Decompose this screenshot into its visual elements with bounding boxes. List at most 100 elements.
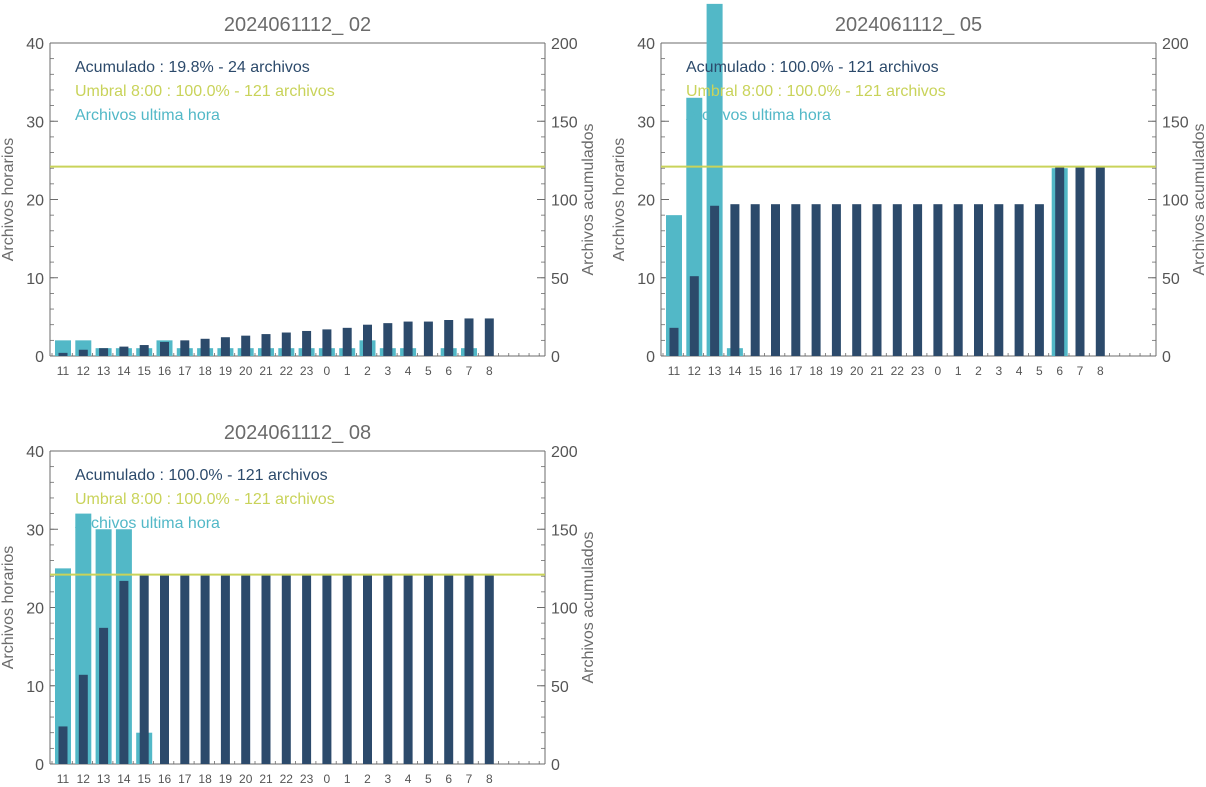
x-tick-label: 20: [850, 364, 864, 378]
chart-svg: 2024061112_ 05010203040050100150200Archi…: [611, 3, 1206, 378]
x-tick-label: 4: [405, 364, 412, 378]
x-tick-label: 18: [809, 364, 823, 378]
legend-threshold: Umbral 8:00 : 100.0% - 121 archivos: [75, 83, 335, 100]
bar-cumulative: [791, 204, 801, 356]
y-right-tick-label: 200: [551, 444, 578, 461]
x-tick-label: 15: [138, 364, 152, 378]
x-tick-label: 6: [1056, 364, 1063, 378]
y-right-tick-label: 150: [551, 114, 578, 131]
y-axis-left-label: Archivos horarios: [611, 138, 628, 262]
y-right-tick-label: 150: [551, 522, 578, 539]
y-right-tick-label: 50: [1162, 271, 1180, 288]
bar-cumulative: [180, 574, 190, 764]
x-tick-label: 23: [300, 364, 314, 378]
y-left-tick-label: 20: [26, 193, 44, 210]
x-tick-label: 8: [486, 772, 493, 786]
chart-panel-02: 2024061112_ 02 0 10 20 30 40 0 50 100 150 200 Archi…: [0, 0, 600, 395]
bar-hourly: [55, 568, 71, 764]
bar-cumulative: [403, 574, 413, 764]
x-tick-label: 6: [445, 364, 452, 378]
bar-cumulative: [1034, 204, 1044, 356]
x-tick-label: 1: [955, 364, 962, 378]
bar-cumulative: [302, 574, 312, 764]
y-left-tick-label: 30: [26, 114, 44, 131]
x-tick-label: 21: [259, 772, 273, 786]
bar-cumulative: [363, 574, 372, 764]
bar-cumulative: [730, 204, 740, 356]
bar-cumulative: [1055, 166, 1065, 356]
x-tick-label: 17: [178, 772, 192, 786]
x-tick-label: 23: [300, 772, 314, 786]
x-tick-label: 7: [1077, 364, 1084, 378]
chart-panel-05: 2024061112_ 05 0 10 20 30 40 0 50 100 150 200 Archi…: [611, 0, 1206, 395]
y-right-tick-label: 50: [551, 271, 569, 288]
x-tick-label: 2: [975, 364, 982, 378]
y-left-tick-label: 40: [26, 444, 44, 461]
x-tick-label: 23: [911, 364, 925, 378]
bar-cumulative: [342, 327, 352, 356]
bar-cumulative: [58, 352, 68, 356]
x-tick-label: 5: [1036, 364, 1043, 378]
bar-cumulative: [933, 204, 943, 356]
bar-cumulative: [484, 574, 494, 764]
bar-cumulative: [281, 332, 291, 356]
bar-cumulative: [484, 318, 494, 356]
x-tick-label: 7: [466, 772, 473, 786]
bar-cumulative: [99, 627, 109, 764]
x-tick-label: 8: [486, 364, 493, 378]
bar-cumulative: [913, 204, 923, 356]
chart-svg: 2024061112_ 08010203040050100150200Archi…: [0, 422, 597, 786]
y-right-tick-label: 200: [1162, 36, 1189, 53]
x-tick-label: 17: [178, 364, 192, 378]
x-tick-label: 0: [324, 364, 331, 378]
x-tick-label: 11: [57, 364, 70, 378]
x-tick-label: 18: [198, 364, 212, 378]
x-tick-label: 14: [117, 772, 131, 786]
x-tick-label: 13: [708, 364, 722, 378]
bar-cumulative: [872, 204, 882, 356]
x-tick-label: 0: [324, 772, 331, 786]
bar-cumulative: [1014, 204, 1024, 356]
x-tick-label: 3: [384, 772, 391, 786]
bar-cumulative: [99, 348, 109, 356]
legend-hourly: Archivos ultima hora: [686, 107, 831, 124]
bar-cumulative: [241, 335, 251, 356]
y-left-tick-label: 0: [646, 349, 655, 366]
y-right-tick-label: 100: [551, 193, 578, 210]
x-tick-label: 0: [935, 364, 942, 378]
x-tick-label: 14: [117, 364, 131, 378]
y-left-tick-label: 10: [26, 271, 44, 288]
x-tick-label: 1: [344, 364, 351, 378]
bar-cumulative: [464, 574, 474, 764]
y-right-tick-label: 150: [1162, 114, 1189, 131]
y-axis-left-label: Archivos horarios: [0, 138, 17, 262]
y-axis-right-label: Archivos acumulados: [580, 123, 597, 275]
y-axis-left-label: Archivos horarios: [0, 546, 17, 670]
x-tick-label: 19: [219, 364, 233, 378]
bar-cumulative: [302, 330, 312, 356]
bar-cumulative: [78, 349, 88, 356]
bar-cumulative: [1095, 166, 1105, 356]
bar-cumulative: [403, 321, 413, 356]
x-tick-label: 4: [405, 772, 412, 786]
bar-cumulative: [220, 337, 230, 356]
x-tick-label: 3: [384, 364, 391, 378]
bar-cumulative: [139, 574, 149, 764]
x-tick-label: 20: [239, 364, 253, 378]
bar-cumulative: [1075, 166, 1085, 356]
bar-cumulative: [423, 574, 433, 764]
bar-hourly: [55, 340, 71, 356]
legend-hourly: Archivos ultima hora: [75, 515, 220, 532]
bar-cumulative: [669, 327, 679, 356]
x-tick-label: 1: [344, 772, 351, 786]
x-tick-label: 7: [466, 364, 473, 378]
y-right-tick-label: 0: [551, 349, 560, 366]
x-tick-label: 16: [158, 364, 172, 378]
bar-cumulative: [892, 204, 902, 356]
y-left-tick-label: 10: [637, 271, 655, 288]
bar-cumulative: [811, 204, 821, 356]
bar-cumulative: [444, 320, 454, 356]
bar-cumulative: [974, 204, 983, 356]
bar-hourly: [666, 215, 682, 356]
bar-cumulative: [750, 204, 760, 356]
